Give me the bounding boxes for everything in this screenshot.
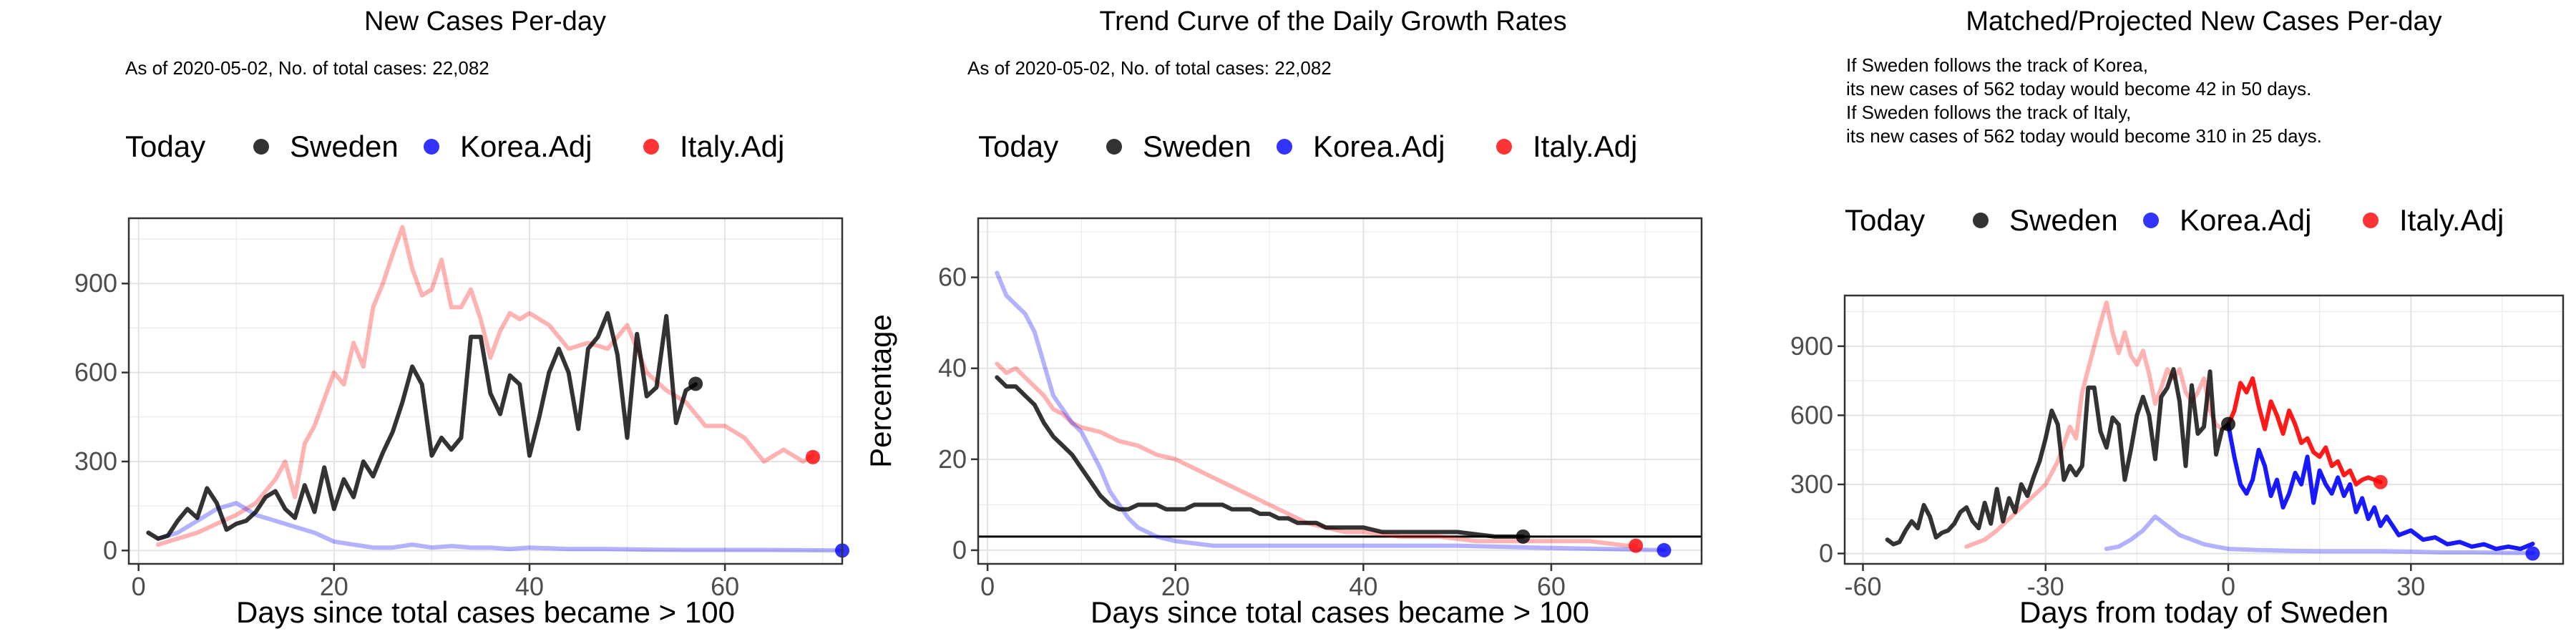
y-tick-label: 0 (1819, 539, 1833, 568)
today-point-italy-adj (806, 449, 821, 464)
x-tick-label: -30 (2027, 572, 2064, 601)
plot-border (1843, 294, 2565, 565)
series-line-italy-adj-projected- (2226, 376, 2383, 487)
plot-border (127, 217, 844, 565)
today-point-sweden (2221, 416, 2236, 431)
legend-marker (2143, 213, 2159, 228)
legend-marker (1106, 139, 1122, 155)
plot-border (977, 217, 1703, 565)
legend-marker (1277, 139, 1292, 155)
legend-label: Italy.Adj (680, 130, 784, 163)
today-point-italy-adj (1629, 538, 1644, 553)
annotation-line: If Sweden follows the track of Korea, (1846, 54, 2148, 76)
chart-title: New Cases Per-day (364, 6, 606, 36)
chart-legend: Today Sweden Korea.Adj Italy.Adj (125, 130, 784, 163)
annotation-line: its new cases of 562 today would become … (1846, 125, 2322, 147)
legend-label: Sweden (290, 130, 399, 163)
today-point-italy-adj (2373, 474, 2388, 489)
y-tick-label: 0 (952, 535, 967, 565)
y-axis-label: Percentage (864, 314, 897, 468)
chart-panel-1: New Cases Per-day As of 2020-05-02, No. o… (74, 6, 849, 629)
series-line-korea-adj-past- (2104, 514, 2535, 555)
x-tick-label: 20 (320, 572, 348, 601)
chart-legend: Today Sweden Korea.Adj Italy.Adj (1845, 203, 2504, 237)
legend-title: Today (125, 130, 205, 163)
legend-label: Italy.Adj (2399, 203, 2504, 237)
y-tick-label: 60 (938, 263, 967, 292)
series-line-sweden (995, 375, 1526, 539)
legend-label: Sweden (1143, 130, 1252, 163)
legend-marker (253, 139, 269, 155)
legend-marker (424, 139, 439, 155)
x-tick-label: -60 (1845, 572, 1882, 601)
x-tick-label: 20 (1161, 572, 1190, 601)
x-tick-label: 0 (2221, 572, 2235, 601)
series-line-korea-adj (156, 501, 844, 553)
chart-legend: Today Sweden Korea.Adj Italy.Adj (978, 130, 1637, 163)
grid (978, 218, 1702, 564)
series-group (146, 225, 844, 553)
legend-label: Korea.Adj (460, 130, 592, 163)
x-tick-label: 40 (1349, 572, 1377, 601)
x-tick-label: 0 (132, 572, 146, 601)
plot-area (978, 218, 1702, 564)
x-tick-label: 0 (980, 572, 995, 601)
x-tick-label: 40 (515, 572, 544, 601)
annotation-line: its new cases of 562 today would become … (1846, 78, 2311, 99)
chart-panel-2: Trend Curve of the Daily Growth Rates As … (864, 6, 1703, 629)
legend-marker (643, 139, 659, 155)
legend-label: Italy.Adj (1533, 130, 1637, 163)
legend-title: Today (978, 130, 1058, 163)
y-tick-label: 300 (1790, 469, 1833, 499)
y-tick-label: 20 (938, 444, 967, 474)
series-line-italy-adj (995, 361, 1639, 548)
legend-label: Korea.Adj (1313, 130, 1445, 163)
series-group (1885, 300, 2535, 555)
legend-label: Korea.Adj (2180, 203, 2311, 237)
y-tick-label: 0 (103, 535, 117, 565)
x-axis-label: Days since total cases became > 100 (1091, 595, 1589, 629)
today-point-korea-adj (2525, 546, 2540, 561)
chart-subtitle: As of 2020-05-02, No. of total cases: 22… (967, 57, 1332, 79)
legend-marker (1973, 213, 1989, 228)
series-line-korea-adj-projected- (2226, 422, 2535, 552)
legend-label: Sweden (2009, 203, 2118, 237)
y-tick-label: 600 (1790, 400, 1833, 429)
x-tick-label: 30 (2396, 572, 2425, 601)
annotation-line: If Sweden follows the track of Italy, (1846, 102, 2131, 123)
series-line-sweden (1885, 367, 2230, 547)
x-axis-label: Days from today of Sweden (2019, 595, 2389, 629)
x-tick-label: 60 (1537, 572, 1566, 601)
today-point-korea-adj (1657, 542, 1672, 557)
chart-title: Matched/Projected New Cases Per-day (1966, 6, 2441, 36)
chart-panel-3: Matched/Projected New Cases Per-day If Sw… (1790, 6, 2565, 629)
series-line-sweden (146, 311, 698, 541)
y-tick-label: 300 (74, 447, 117, 476)
series-line-korea-adj (995, 270, 1667, 552)
chart-title: Trend Curve of the Daily Growth Rates (1099, 6, 1566, 36)
y-tick-label: 40 (938, 353, 967, 383)
legend-title: Today (1845, 203, 1925, 237)
y-tick-label: 600 (74, 358, 117, 387)
x-axis-label: Days since total cases became > 100 (236, 595, 735, 629)
y-tick-label: 900 (1790, 331, 1833, 361)
chart-subtitle: As of 2020-05-02, No. of total cases: 22… (125, 57, 489, 79)
grid (129, 218, 842, 564)
today-point-sweden (1516, 529, 1531, 544)
legend-marker (2363, 213, 2379, 228)
today-point-sweden (688, 376, 703, 391)
legend-marker (1496, 139, 1512, 155)
series-group (995, 270, 1667, 552)
plot-area (129, 218, 842, 564)
x-tick-label: 60 (711, 572, 739, 601)
y-tick-label: 900 (74, 268, 117, 298)
